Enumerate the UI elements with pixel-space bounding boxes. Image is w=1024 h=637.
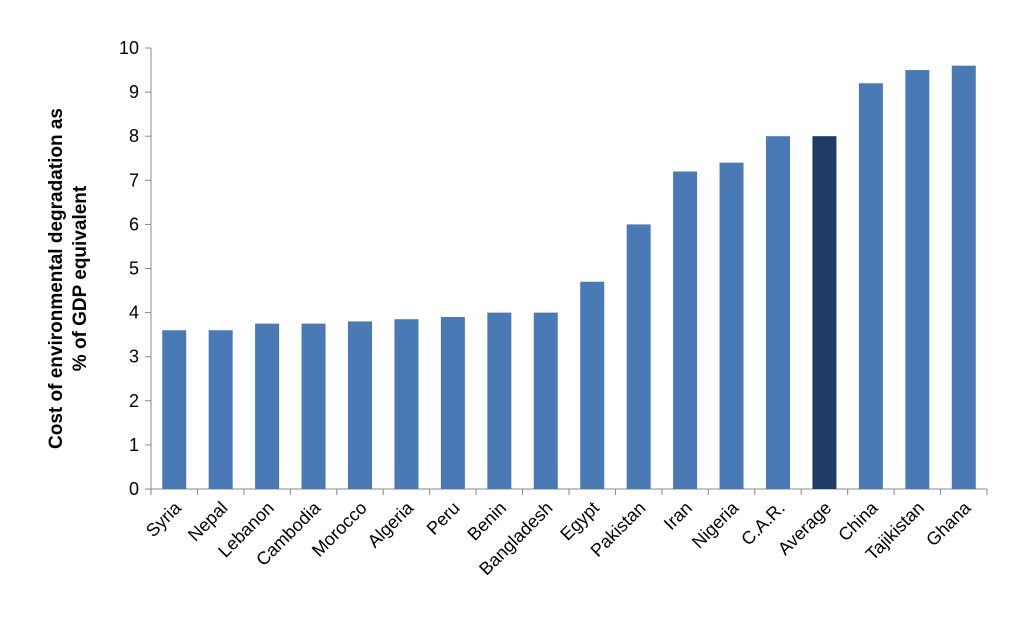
y-axis-title-line: Cost of environmental degradation as [46, 108, 67, 449]
bar-algeria [394, 319, 419, 489]
x-tick-label: Peru [423, 498, 464, 539]
bar-lebanon [255, 323, 280, 489]
bar-morocco [348, 321, 372, 489]
x-tick-label: Nigeria [688, 497, 743, 552]
x-tick-label: Algeria [364, 497, 418, 551]
bar-pakistan [626, 224, 651, 489]
y-tick-label: 6 [129, 214, 139, 234]
bar-china [858, 83, 883, 489]
bars [162, 65, 976, 490]
y-tick-label: 9 [129, 82, 139, 102]
y-tick-label: 1 [129, 435, 139, 455]
y-tick-label: 8 [129, 126, 139, 146]
bar-average [812, 136, 837, 489]
bar-ghana [951, 65, 976, 489]
y-tick-label: 0 [129, 479, 139, 499]
x-tick-label: Iran [660, 498, 696, 534]
y-tick-label: 5 [129, 259, 139, 279]
y-tick-label: 4 [129, 303, 139, 323]
y-tick-label: 3 [129, 347, 139, 367]
y-ticks: 0 1 2 3 4 5 6 7 8 9 10 [119, 38, 151, 499]
x-tick-label: Ghana [922, 497, 975, 550]
x-tick-label: Syria [142, 497, 186, 541]
bar-bangladesh [533, 312, 558, 489]
bar-egypt [580, 281, 605, 489]
y-tick-label: 7 [129, 170, 139, 190]
bar-cambodia [301, 323, 326, 489]
bar-iran [673, 171, 698, 490]
bar-nigeria [719, 162, 744, 489]
bar-benin [487, 312, 512, 489]
y-axis-title-line: % of GDP equivalent [70, 185, 91, 371]
bar-tajikistan [905, 70, 930, 490]
y-axis-title: Cost of environmental degradation as% of… [46, 108, 91, 449]
bar-nepal [208, 330, 233, 489]
y-tick-label: 10 [119, 38, 139, 58]
y-tick-label: 2 [129, 391, 139, 411]
bar-c-a-r [766, 136, 790, 489]
bar-syria [162, 330, 187, 489]
bar-peru [440, 317, 465, 489]
